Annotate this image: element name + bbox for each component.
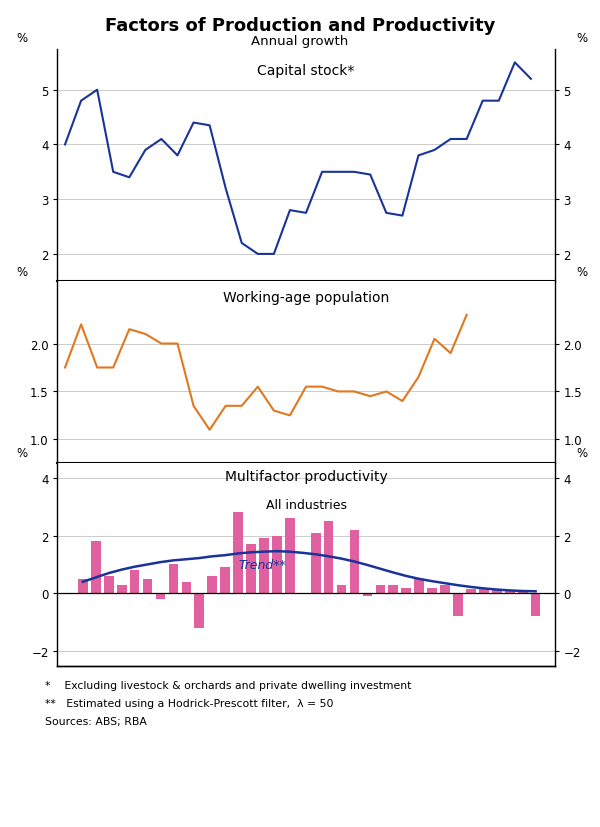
Text: Multifactor productivity: Multifactor productivity <box>224 470 388 484</box>
Bar <box>337 585 346 594</box>
Bar <box>401 588 411 594</box>
Text: Trend**: Trend** <box>239 558 287 571</box>
Text: %: % <box>577 447 588 460</box>
Bar <box>208 576 217 594</box>
Bar <box>531 594 541 617</box>
Text: %: % <box>577 32 588 45</box>
Bar <box>194 594 204 629</box>
Bar <box>440 585 450 594</box>
Text: Factors of Production and Productivity: Factors of Production and Productivity <box>105 17 495 35</box>
Bar <box>376 585 385 594</box>
Bar <box>182 582 191 594</box>
Bar <box>155 594 166 600</box>
Text: Sources: ABS; RBA: Sources: ABS; RBA <box>45 716 147 726</box>
Text: Capital stock*: Capital stock* <box>257 64 355 78</box>
Bar <box>104 576 113 594</box>
Bar <box>466 590 476 594</box>
Bar <box>143 579 152 594</box>
Bar <box>492 590 502 594</box>
Text: %: % <box>577 265 588 279</box>
Text: Annual growth: Annual growth <box>251 35 349 48</box>
Bar <box>350 530 359 594</box>
Bar <box>388 585 398 594</box>
Bar <box>518 590 527 594</box>
Bar <box>259 538 269 594</box>
Bar <box>415 579 424 594</box>
Bar <box>285 519 295 594</box>
Bar <box>117 585 127 594</box>
Bar <box>479 590 489 594</box>
Text: Working-age population: Working-age population <box>223 291 389 305</box>
Text: %: % <box>17 265 28 279</box>
Bar <box>130 571 139 594</box>
Text: **   Estimated using a Hodrick-Prescott filter,  λ = 50: ** Estimated using a Hodrick-Prescott fi… <box>45 698 334 708</box>
Bar <box>78 579 88 594</box>
Bar <box>169 565 178 594</box>
Text: All industries: All industries <box>265 498 347 511</box>
Text: *    Excluding livestock & orchards and private dwelling investment: * Excluding livestock & orchards and pri… <box>45 680 412 690</box>
Bar <box>246 544 256 594</box>
Text: %: % <box>17 32 28 45</box>
Bar <box>311 533 320 594</box>
Bar <box>220 567 230 594</box>
Bar <box>324 522 334 594</box>
Bar <box>505 590 515 594</box>
Bar <box>91 542 101 594</box>
Bar <box>427 588 437 594</box>
Text: %: % <box>17 447 28 460</box>
Bar <box>362 594 372 596</box>
Bar <box>453 594 463 617</box>
Bar <box>272 536 282 594</box>
Bar <box>233 513 243 594</box>
